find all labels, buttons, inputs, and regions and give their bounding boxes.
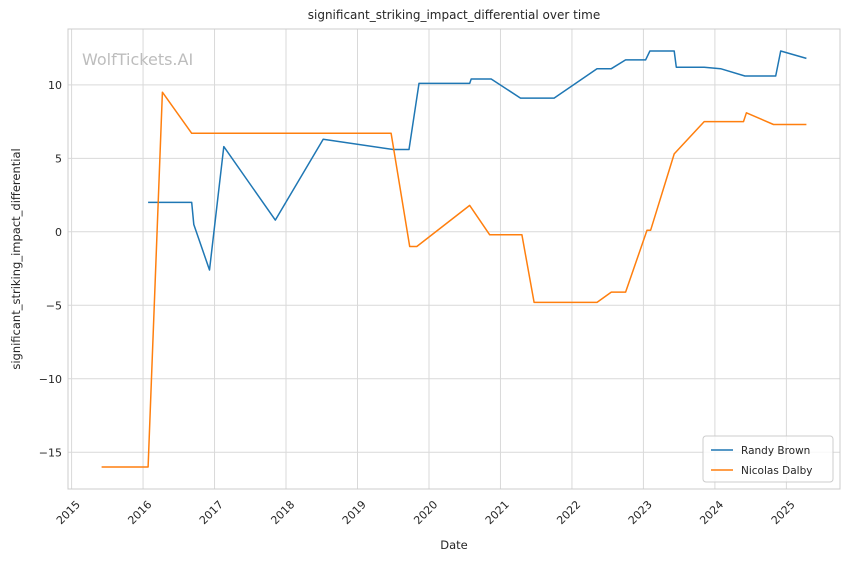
plot-frame [67, 28, 841, 490]
y-tick-label: 10 [48, 79, 62, 92]
y-tick-label: 5 [55, 152, 62, 165]
chart-title: significant_striking_impact_differential… [308, 8, 600, 22]
y-tick-label: 0 [55, 226, 62, 239]
x-axis-label: Date [440, 538, 468, 552]
grid-lines [68, 29, 840, 489]
series-line-1 [101, 91, 807, 468]
y-tick-label: −5 [46, 299, 62, 312]
y-tick-label: −10 [39, 373, 62, 386]
legend-label-1: Nicolas Dalby [741, 465, 812, 477]
legend-label-0: Randy Brown [741, 445, 810, 457]
y-tick-label: −15 [39, 446, 62, 459]
y-axis-ticks: −15 −10 −5 0 5 10 [39, 79, 62, 459]
legend-box [702, 435, 834, 483]
series-layer [101, 50, 807, 468]
y-axis-label: significant_striking_impact_differential [9, 148, 23, 369]
series-line-0 [148, 50, 807, 271]
watermark-text: WolfTickets.AI [82, 50, 193, 69]
legend: Randy Brown Nicolas Dalby [702, 435, 834, 483]
